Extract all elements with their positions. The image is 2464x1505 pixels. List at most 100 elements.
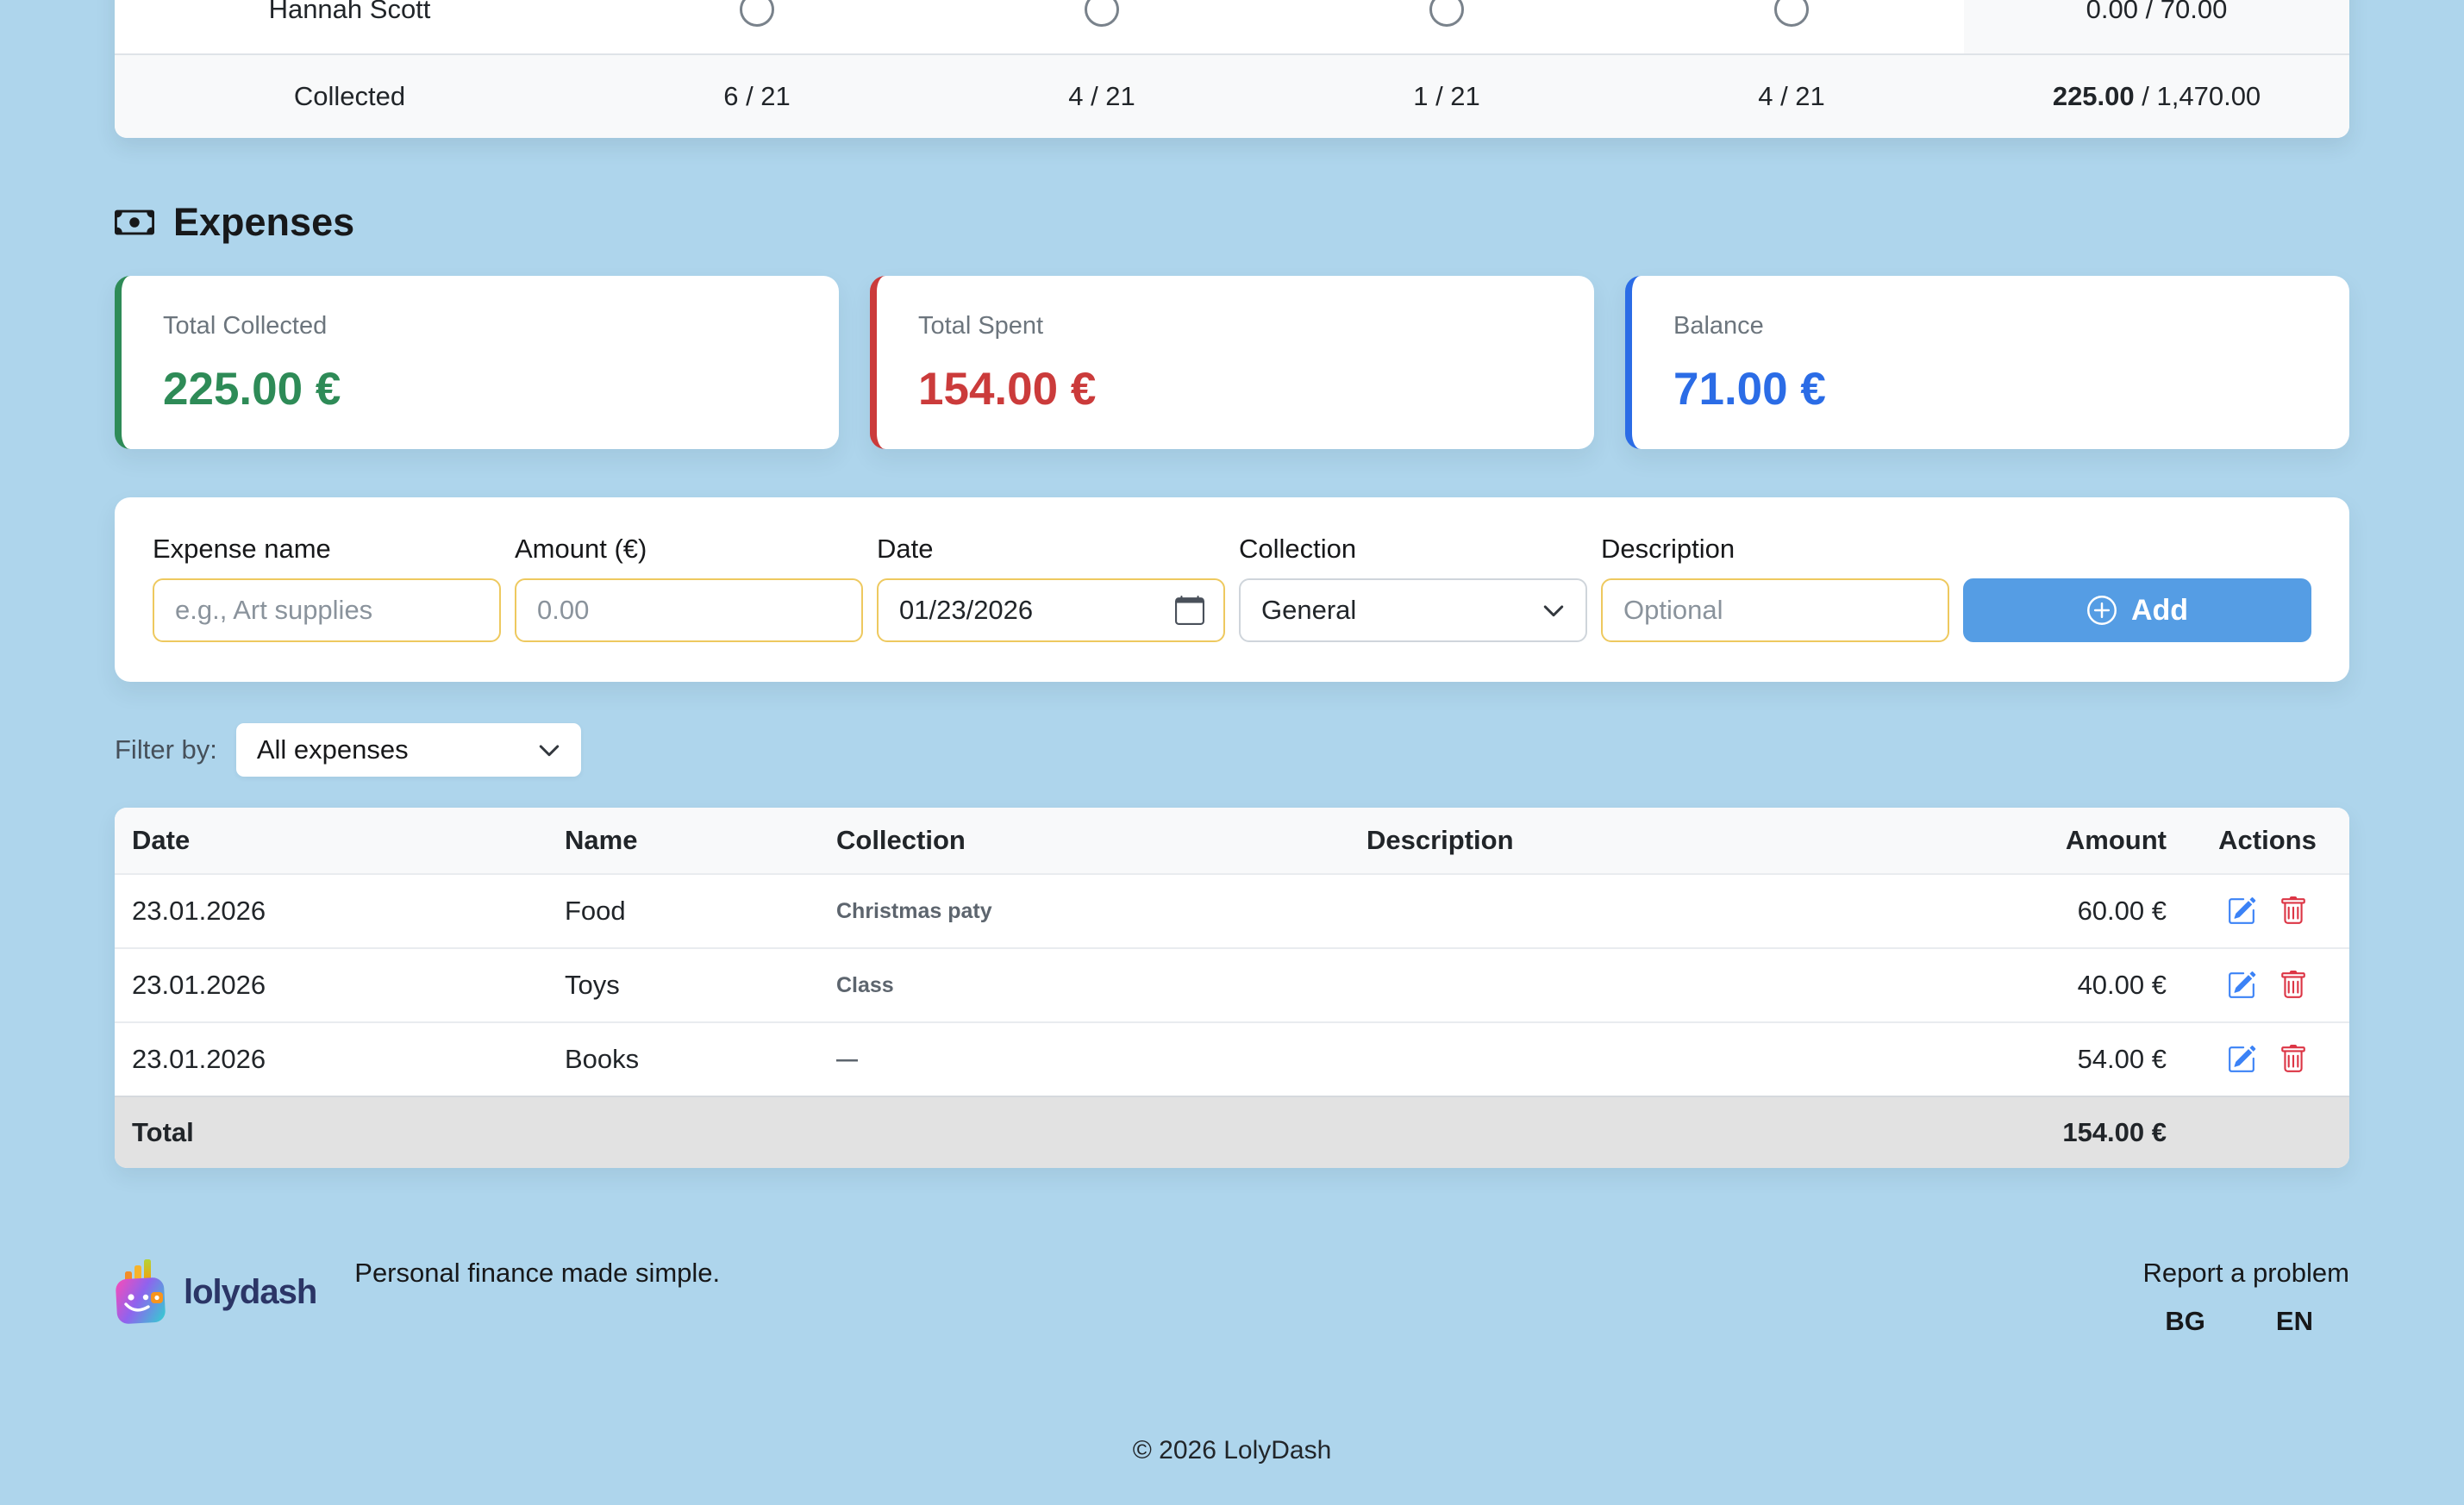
card-label: Total Spent <box>918 312 1044 340</box>
expense-collection: Class <box>836 972 894 997</box>
page-title: Expenses <box>173 200 355 244</box>
total-label: Total <box>132 1117 194 1147</box>
brand-link[interactable]: lolydash <box>115 1258 317 1327</box>
chevron-down-icon <box>1543 605 1564 617</box>
collection-selected-value: General <box>1261 595 1357 625</box>
edit-icon <box>2229 971 2256 998</box>
language-bg-button[interactable]: BG <box>2165 1306 2205 1336</box>
table-row: Hannah Scott 0.00 / 70.00 <box>115 0 2349 53</box>
expense-name-field-group: Expense name <box>153 534 501 642</box>
collection-label: Collection <box>1239 534 1357 564</box>
expenses-section-title: Expenses <box>115 200 2349 245</box>
member-name: Hannah Scott <box>268 0 431 24</box>
card-value: 225.00 € <box>163 364 341 415</box>
collection-radio[interactable] <box>1774 0 1809 27</box>
copyright-text: © 2026 LolyDash <box>1132 1436 1332 1464</box>
expense-name: Books <box>565 1044 640 1074</box>
banknote-icon <box>115 203 154 242</box>
collection-select[interactable]: General <box>1239 578 1587 642</box>
trash-icon <box>2281 1045 2305 1072</box>
header-date: Date <box>132 825 191 855</box>
add-expense-button[interactable]: Add <box>1963 578 2311 642</box>
table-row: 23.01.2026 Food Christmas paty 60.00 € <box>115 873 2349 947</box>
description-label: Description <box>1601 534 1735 564</box>
header-amount: Amount <box>2065 825 2167 855</box>
description-input[interactable] <box>1601 578 1949 642</box>
delete-button[interactable] <box>2279 1045 2308 1074</box>
footer: lolydash Personal finance made simple. R… <box>115 1258 2349 1337</box>
expense-date: 23.01.2026 <box>132 1044 266 1074</box>
collected-count: 4 / 21 <box>1758 81 1825 111</box>
collected-count: 4 / 21 <box>1068 81 1135 111</box>
description-field-group: Description <box>1601 534 1949 642</box>
date-field-group: Date <box>877 534 1225 642</box>
delete-button[interactable] <box>2279 971 2308 1000</box>
expense-name: Food <box>565 896 626 926</box>
amount-label: Amount (€) <box>515 534 647 564</box>
total-amount: 154.00 € <box>2062 1117 2167 1147</box>
chevron-down-icon <box>539 745 560 757</box>
collected-count: 6 / 21 <box>723 81 791 111</box>
collected-label: Collected <box>293 81 406 111</box>
expense-amount: 60.00 € <box>2077 896 2167 926</box>
add-button-group: Add <box>1963 534 2311 642</box>
delete-button[interactable] <box>2279 896 2308 926</box>
language-switcher: BG EN <box>2165 1306 2349 1337</box>
filter-select[interactable]: All expenses <box>235 723 581 777</box>
amount-input[interactable] <box>515 578 863 642</box>
table-total-row: Total 154.00 € <box>115 1096 2349 1168</box>
lolydash-logo <box>116 1259 166 1324</box>
filter-label: Filter by: <box>115 734 217 765</box>
add-expense-form: Expense name Amount (€) Date Collection <box>115 497 2349 682</box>
balance-card: Balance 71.00 € <box>1625 276 2349 449</box>
expense-amount: 54.00 € <box>2077 1044 2167 1074</box>
expense-name: Toys <box>565 970 620 1000</box>
total-collected-card: Total Collected 225.00 € <box>115 276 839 449</box>
card-value: 71.00 € <box>1673 364 1826 415</box>
footer-tagline: Personal finance made simple. <box>354 1258 721 1288</box>
expense-amount: 40.00 € <box>2077 970 2167 1000</box>
header-collection: Collection <box>836 825 966 855</box>
calendar-icon[interactable] <box>1175 596 1204 625</box>
date-input[interactable] <box>877 578 1225 642</box>
collection-field-group: Collection General <box>1239 534 1587 642</box>
expense-name-input[interactable] <box>153 578 501 642</box>
edit-icon <box>2229 1046 2256 1072</box>
report-problem-link[interactable]: Report a problem <box>2142 1258 2349 1288</box>
member-total: 0.00 / 70.00 <box>1964 0 2349 53</box>
card-value: 154.00 € <box>918 364 1097 415</box>
expense-date: 23.01.2026 <box>132 970 266 1000</box>
summary-cards: Total Collected 225.00 € Total Spent 154… <box>115 276 2349 449</box>
header-actions: Actions <box>2218 825 2317 855</box>
expense-collection: Christmas paty <box>836 898 992 923</box>
expense-collection: — <box>836 1046 858 1071</box>
expense-name-label: Expense name <box>153 534 331 564</box>
trash-icon <box>2281 971 2305 998</box>
filter-row: Filter by: All expenses <box>115 723 2349 777</box>
collection-radio[interactable] <box>1085 0 1119 27</box>
header-name: Name <box>565 825 638 855</box>
edit-icon <box>2229 897 2256 924</box>
edit-button[interactable] <box>2227 971 2256 1000</box>
amount-field-group: Amount (€) <box>515 534 863 642</box>
collection-radio[interactable] <box>1429 0 1464 27</box>
collected-row: Collected 6 / 21 4 / 21 1 / 21 4 / 21 22… <box>115 53 2349 138</box>
expenses-table: Date Name Collection Description Amount … <box>115 808 2349 1168</box>
brand-name: lolydash <box>184 1272 317 1311</box>
total-spent-card: Total Spent 154.00 € <box>870 276 1594 449</box>
header-description: Description <box>1366 825 1514 855</box>
expense-date: 23.01.2026 <box>132 896 266 926</box>
plus-circle-icon <box>2086 596 2117 625</box>
date-label: Date <box>877 534 934 564</box>
collections-table: Hannah Scott 0.00 / 70.00 Collected 6 / … <box>115 0 2349 138</box>
collected-count: 1 / 21 <box>1413 81 1480 111</box>
collected-total: 225.00 / 1,470.00 <box>2052 81 2261 111</box>
table-row: 23.01.2026 Books — 54.00 € <box>115 1021 2349 1096</box>
language-en-button[interactable]: EN <box>2275 1306 2313 1336</box>
table-header-row: Date Name Collection Description Amount … <box>115 808 2349 873</box>
collection-radio[interactable] <box>740 0 774 27</box>
edit-button[interactable] <box>2227 1045 2256 1074</box>
card-label: Balance <box>1673 312 1764 340</box>
edit-button[interactable] <box>2227 896 2256 926</box>
